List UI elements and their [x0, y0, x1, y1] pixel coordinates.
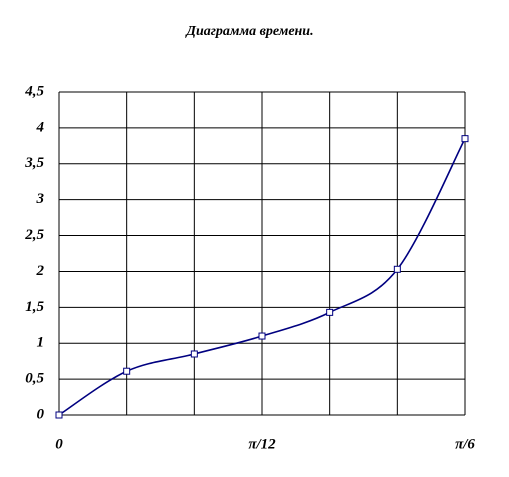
- y-tick-label: 0,5: [25, 371, 44, 387]
- x-tick-label: 0: [55, 436, 63, 452]
- y-tick-label: 0: [37, 406, 45, 422]
- point-marker: [190, 350, 198, 358]
- x-tick-label: π/12: [248, 436, 276, 452]
- x-tick-label: π/6: [455, 436, 475, 452]
- y-tick-label: 4,5: [24, 83, 44, 99]
- y-tick-label: 2,5: [24, 227, 44, 243]
- point-marker: [258, 332, 266, 340]
- point-marker: [461, 135, 469, 143]
- y-tick-label: 3,5: [24, 155, 44, 171]
- point-marker: [326, 308, 334, 316]
- y-tick-label: 1,5: [25, 299, 44, 315]
- y-tick-label: 2: [36, 263, 45, 279]
- y-tick-label: 1: [37, 335, 45, 351]
- y-tick-label: 3: [36, 191, 45, 207]
- chart-title: Диаграмма времени.: [184, 24, 313, 39]
- point-marker: [55, 411, 63, 419]
- point-marker: [123, 367, 131, 375]
- point-marker: [393, 265, 401, 273]
- y-tick-label: 4: [36, 119, 45, 135]
